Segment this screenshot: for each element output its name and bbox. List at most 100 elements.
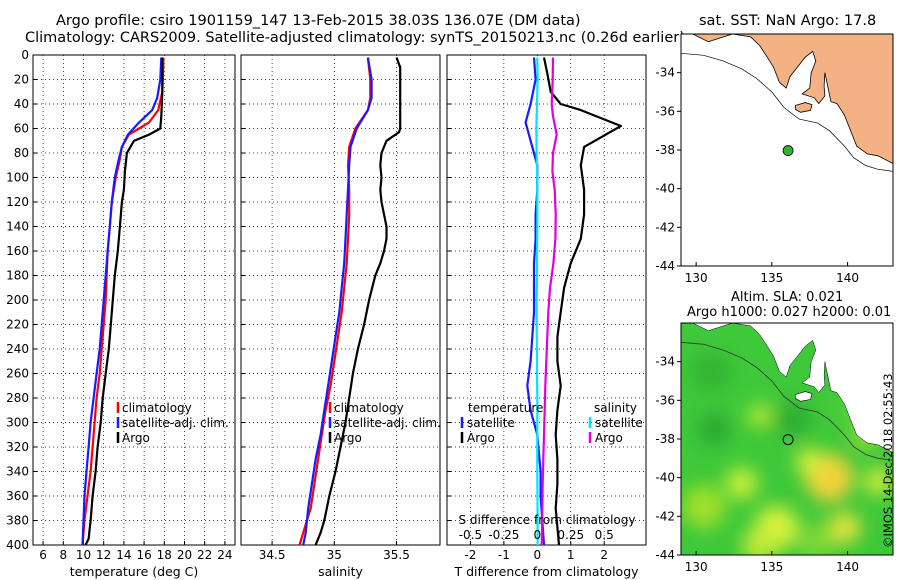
coastline: [692, 323, 893, 453]
x-tick-label: 18: [157, 548, 172, 562]
x-tick-label: 8: [59, 548, 67, 562]
s-axis-label: S difference from climatology: [459, 513, 636, 527]
y-tick-label: -38: [655, 143, 675, 157]
y-tick-label: 360: [6, 489, 29, 503]
x-tick-label: -2: [464, 548, 476, 562]
x-tick-label: 130: [685, 560, 708, 574]
x-tick-label: -1: [498, 548, 510, 562]
y-tick-label: -40: [655, 471, 675, 485]
x-tick-label: 130: [685, 271, 708, 285]
legend-entry: Argo: [467, 431, 495, 445]
y-tick-label: 400: [6, 538, 29, 552]
panel-salinity: 34.5 35 35.5 salinity climatologysatellite-a…: [240, 54, 441, 579]
sla-anomaly: [828, 511, 861, 544]
x-tick-label: 20: [177, 548, 192, 562]
x-tick-label: 35: [327, 548, 342, 562]
y-tick-label: -42: [655, 509, 675, 523]
legend-entry: Argo: [122, 431, 150, 445]
series-line-argo: [314, 57, 402, 546]
shelf-contour: [681, 52, 893, 172]
y-tick-label: 340: [6, 465, 29, 479]
x-axis-label: T difference from climatology: [453, 564, 639, 579]
sla-anomaly: [799, 523, 836, 555]
y-tick-label: -44: [655, 259, 675, 273]
island: [794, 102, 813, 113]
series-line-s-satellite: [535, 57, 539, 545]
legend-entry: satellite: [467, 416, 515, 430]
series-line-satellite-adj-clim-: [302, 57, 373, 546]
y-tick-label: 80: [14, 146, 29, 160]
sla-anomaly: [691, 351, 732, 392]
argo-marker: [782, 434, 794, 446]
x-axis-label: temperature (deg C): [70, 564, 199, 579]
y-tick-label: -44: [655, 548, 675, 562]
s-tick-label: 0.25: [557, 528, 584, 542]
island: [795, 391, 813, 402]
y-tick-label: 260: [6, 367, 29, 381]
x-tick-label: 34.5: [259, 548, 286, 562]
figure-title-line2: Climatology: CARS2009. Satellite-adjuste…: [25, 30, 685, 46]
legend-title-temperature: temperature: [468, 401, 543, 415]
series-line-satellite-adj-clim-: [81, 57, 163, 546]
map-area: [681, 323, 893, 555]
legend-title-salinity: salinity: [594, 401, 637, 415]
sla-anomaly: [863, 467, 892, 496]
s-tick-label: -0.25: [488, 528, 519, 542]
legend-entry: satellite-adj. clim.: [334, 416, 441, 430]
y-tick-label: 140: [6, 220, 29, 234]
sla-anomaly: [725, 467, 758, 500]
s-tick-label: 0.5: [595, 528, 614, 542]
legend-entry: climatology: [334, 401, 404, 415]
x-tick-label: 22: [197, 548, 212, 562]
series-line-argo: [84, 57, 164, 546]
sla-anomaly: [795, 448, 824, 477]
y-tick-label: -36: [655, 104, 675, 118]
land: [691, 34, 893, 164]
y-tick-label: 240: [6, 342, 29, 356]
x-tick-label: 12: [96, 548, 111, 562]
shelf-contour: [681, 341, 893, 461]
land-coast: [692, 323, 893, 453]
map-area: [681, 34, 893, 266]
sla-anomaly: [681, 484, 726, 529]
x-tick-label: 140: [836, 271, 859, 285]
x-tick-label: 24: [217, 548, 232, 562]
y-tick-label: 100: [6, 171, 29, 185]
y-tick-label: -36: [655, 393, 675, 407]
y-tick-label: 380: [6, 514, 29, 528]
sla-map-title-line1: Altim. SLA: 0.021: [731, 290, 844, 305]
x-tick-label: 35.5: [383, 548, 410, 562]
x-tick-label: 140: [836, 560, 859, 574]
s-tick-label: -0.5: [459, 528, 482, 542]
y-tick-label: 300: [6, 416, 29, 430]
y-tick-label: -34: [655, 355, 675, 369]
legend-entry: Argo: [595, 431, 623, 445]
y-tick-label: 40: [14, 97, 29, 111]
sla-anomaly: [747, 403, 772, 428]
sst-map-title: sat. SST: NaN Argo: 17.8: [699, 13, 877, 29]
x-axis-label: salinity: [318, 564, 363, 579]
y-tick-label: -34: [655, 66, 675, 80]
y-tick-label: 200: [6, 293, 29, 307]
map-sst_map: -34 -36 -38 -40 -42 -44 130 135 140: [655, 33, 894, 285]
sla-anomaly: [741, 527, 778, 555]
x-tick-label: 135: [760, 560, 783, 574]
legend-entry: Argo: [334, 431, 362, 445]
x-tick-label: 14: [116, 548, 131, 562]
x-tick-label: 10: [76, 548, 91, 562]
x-tick-label: 16: [136, 548, 151, 562]
y-tick-label: -42: [655, 220, 675, 234]
x-tick-label: 6: [39, 548, 47, 562]
x-tick-label: 135: [760, 271, 783, 285]
x-tick-label: 0: [533, 548, 541, 562]
map-sla_map: -34 -36 -38 -40 -42 -44 130 135 140: [655, 322, 894, 574]
figure-title-line1: Argo profile: csiro 1901159_147 13-Feb-2…: [56, 13, 581, 29]
series-line-t-satellite: [524, 57, 546, 546]
x-tick-label: 1: [567, 548, 575, 562]
legend-entry: satellite: [595, 416, 643, 430]
y-tick-label: -40: [655, 182, 675, 196]
y-tick-label: 60: [14, 122, 29, 136]
credit-text: ©IMOS 14-Dec-2018 02:55:43: [881, 373, 895, 548]
y-tick-label: 320: [6, 440, 29, 454]
